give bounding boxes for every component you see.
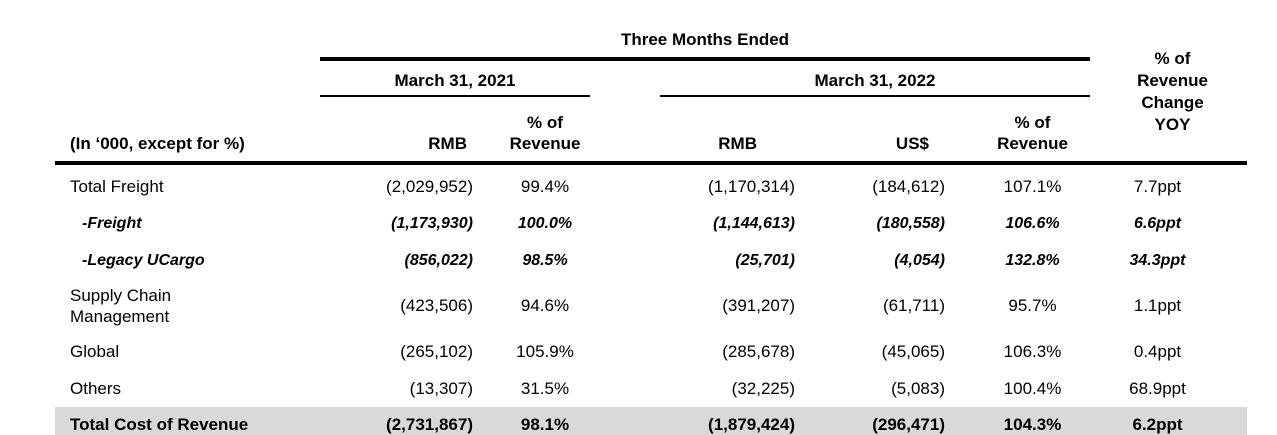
row-label: Total Cost of Revenue [55, 407, 320, 435]
three-months-ended-header: Three Months Ended [320, 14, 1090, 61]
yoy-change-value: 7.7ppt [1133, 176, 1182, 196]
yoy-change-value: 1.1ppt [1133, 296, 1182, 315]
row-label: Others [70, 379, 122, 398]
header-row-group-title: Three Months Ended % of Revenue Change Y… [55, 14, 1247, 165]
col-header-usd-2022: US$ [805, 97, 955, 165]
row-label: -Freight [82, 215, 142, 232]
rmb-2021-value: (13,307) [409, 378, 473, 398]
table-row-total-freight: Total Freight (2,029,952) 99.4% (1,170,3… [55, 163, 1247, 205]
yoy-change-value: 6.6ppt [1133, 214, 1182, 232]
cost-of-revenue-table: Three Months Ended % of Revenue Change Y… [55, 14, 1247, 435]
table-row-freight: -Freight (1,173,930) 100.0% (1,144,613) … [55, 205, 1247, 242]
pct-rev-2022-value: 107.1% [1003, 176, 1062, 196]
pct-rev-2021-value: 31.5% [520, 378, 570, 398]
col-header-pct-revenue-2022: % of Revenue [955, 97, 1090, 165]
pct-rev-2021-value: 105.9% [516, 341, 574, 361]
pct-rev-2022-value: 104.3% [955, 407, 1090, 435]
pct-rev-2021-value: 99.4% [520, 176, 570, 196]
header-row-periods: March 31, 2021 March 31, 2022 [55, 59, 1247, 97]
rmb-2022-value: (285,678) [722, 341, 795, 361]
row-label: Total Freight [70, 177, 164, 196]
rmb-2021-value: (423,506) [400, 296, 473, 315]
yoy-change-value: 34.3ppt [1129, 251, 1186, 269]
pct-rev-2021-value: 94.6% [520, 296, 570, 315]
rmb-2021-value: (265,102) [400, 341, 473, 361]
table-row-legacy-ucargo: -Legacy UCargo (856,022) 98.5% (25,701) … [55, 242, 1247, 279]
usd-2022-value: (45,065) [881, 341, 945, 361]
period-2021-header: March 31, 2021 [320, 71, 590, 97]
pct-rev-2021-value: 98.5% [522, 251, 568, 269]
col-header-pct-revenue-2021: % of Revenue [475, 97, 590, 165]
pct-rev-2022-value: 132.8% [1005, 251, 1060, 269]
table-row-total-cost-of-revenue: Total Cost of Revenue (2,731,867) 98.1% … [55, 407, 1247, 435]
usd-2022-value: (4,054) [894, 251, 945, 269]
pct-rev-2022-value: 106.6% [1005, 214, 1060, 232]
rmb-2022-value: (32,225) [731, 378, 795, 398]
yoy-change-value: 0.4ppt [1133, 341, 1182, 361]
rmb-2021-value: (2,029,952) [386, 176, 473, 196]
row-label: -Legacy UCargo [82, 252, 205, 269]
period-2021-header-cell: March 31, 2021 [320, 59, 590, 97]
rmb-2022-value: (25,701) [735, 251, 795, 269]
header-corner-spacer [55, 59, 320, 97]
pct-rev-2022-value: 106.3% [1003, 341, 1062, 361]
period-2022-header: March 31, 2022 [660, 71, 1090, 97]
rmb-2021-value: (856,022) [404, 251, 474, 269]
usd-2022-value: (61,711) [882, 296, 945, 315]
usd-2022-value: (184,612) [872, 176, 945, 196]
rmb-2022-value: (1,144,613) [713, 214, 795, 232]
table-row-global: Global (265,102) 105.9% (285,678) (45,06… [55, 333, 1247, 370]
col-header-rmb-2021: RMB [320, 97, 475, 165]
pct-rev-2021-value: 98.1% [475, 407, 590, 435]
row-label: Global [70, 342, 120, 361]
rmb-2021-value: (2,731,867) [320, 407, 475, 435]
usd-2022-value: (180,558) [876, 214, 946, 232]
usd-2022-value: (5,083) [891, 378, 945, 398]
rmb-2022-value: (1,170,314) [708, 176, 795, 196]
yoy-change-column-header: % of Revenue Change YOY [1090, 14, 1247, 165]
units-note: (In ‘000, except for %) [55, 97, 320, 165]
pct-rev-2022-value: 100.4% [1003, 378, 1062, 398]
period-2022-header-cell: March 31, 2022 [590, 59, 1090, 97]
header-row-columns: (In ‘000, except for %) RMB % of Revenue… [55, 97, 1247, 165]
row-label: Supply Chain Management [70, 286, 172, 326]
pct-rev-2022-value: 95.7% [1008, 296, 1057, 315]
rmb-2022-value: (1,879,424) [590, 407, 805, 435]
table-row-supply-chain-management: Supply Chain Management (423,506) 94.6% … [55, 279, 1247, 333]
col-header-rmb-2022: RMB [590, 97, 805, 165]
usd-2022-value: (296,471) [805, 407, 955, 435]
rmb-2022-value: (391,207) [722, 296, 795, 315]
yoy-change-value: 68.9ppt [1129, 378, 1186, 398]
header-corner-spacer [55, 14, 320, 59]
yoy-change-value: 6.2ppt [1090, 407, 1247, 435]
table-row-others: Others (13,307) 31.5% (32,225) (5,083) 1… [55, 370, 1247, 407]
rmb-2021-value: (1,173,930) [391, 214, 473, 232]
pct-rev-2021-value: 100.0% [517, 214, 573, 232]
